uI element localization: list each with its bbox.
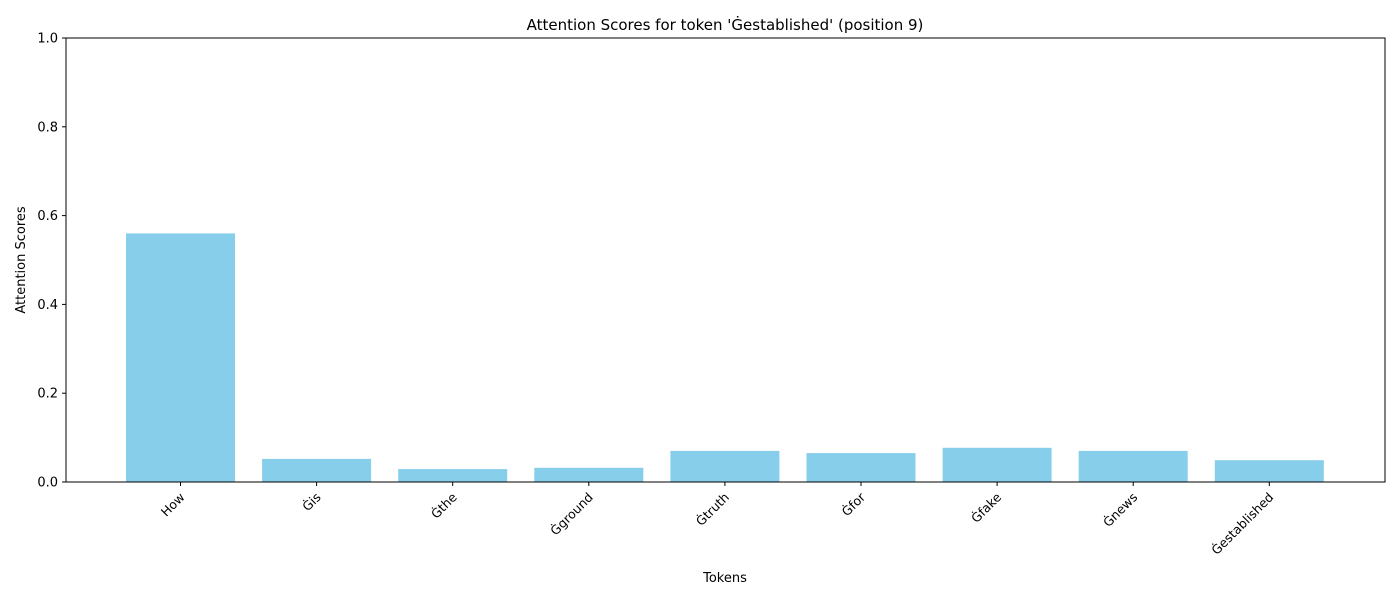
x-axis: How Ġis Ġthe Ġground Ġtruth Ġfor Ġfake Ġnews Ġes… bbox=[158, 482, 1277, 558]
y-axis-label: Attention Scores bbox=[14, 206, 29, 314]
bars-group bbox=[126, 233, 1324, 482]
bar-7 bbox=[1078, 450, 1188, 482]
plot-frame bbox=[65, 37, 1386, 483]
bar-3 bbox=[534, 467, 644, 482]
bar-5 bbox=[806, 453, 916, 482]
y-tick-label: 1.0 bbox=[37, 32, 58, 47]
bar-6 bbox=[942, 447, 1052, 482]
y-tick-label: 0.6 bbox=[37, 209, 58, 224]
y-tick-label: 0.2 bbox=[37, 387, 58, 402]
y-tick-label: 0.0 bbox=[37, 476, 58, 491]
chart-title: Attention Scores for token 'Ġestablished… bbox=[527, 15, 924, 34]
x-tick-label: Ġis bbox=[298, 489, 323, 514]
x-tick-label: Ġfor bbox=[838, 488, 869, 519]
x-tick-label: How bbox=[158, 490, 188, 520]
y-axis: 0.0 0.2 0.4 0.6 0.8 1.0 bbox=[37, 32, 66, 491]
bar-0 bbox=[126, 233, 235, 482]
x-tick-label: Ġthe bbox=[427, 489, 460, 522]
bar-4 bbox=[670, 450, 780, 482]
y-tick-label: 0.8 bbox=[37, 120, 58, 135]
x-tick-label: Ġground bbox=[546, 489, 595, 538]
bar-1 bbox=[262, 458, 372, 482]
x-tick-label: Ġnews bbox=[1099, 489, 1140, 530]
x-tick-label: Ġtruth bbox=[692, 489, 732, 529]
y-tick-label: 0.4 bbox=[37, 298, 58, 313]
bar-8 bbox=[1214, 460, 1324, 482]
bar-2 bbox=[398, 469, 508, 482]
x-tick-label: Ġestablished bbox=[1208, 489, 1277, 558]
x-axis-label: Tokens bbox=[702, 571, 747, 586]
x-tick-label: Ġfake bbox=[967, 489, 1004, 526]
